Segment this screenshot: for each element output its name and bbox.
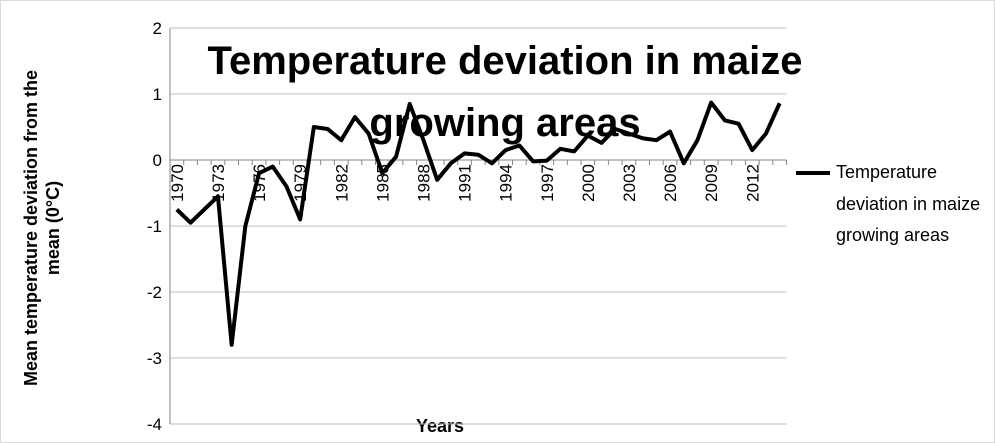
y-tick-label: -4	[147, 415, 162, 434]
x-tick-label: 1994	[497, 164, 516, 202]
y-tick-label: -2	[147, 283, 162, 302]
x-tick-label: 1982	[332, 164, 351, 202]
x-tick-label: 1970	[168, 164, 187, 202]
legend-label: Temperature deviation in maize growing a…	[836, 162, 981, 245]
x-tick-label: 2006	[661, 164, 680, 202]
x-tick-label: 2009	[702, 164, 721, 202]
chart-title: Temperature deviation in maize growing a…	[207, 39, 803, 145]
data-line	[175, 100, 782, 347]
y-tick-label: -1	[147, 217, 162, 236]
x-axis-label: Years	[416, 416, 464, 436]
x-tick-label: 1991	[456, 164, 475, 202]
x-tick-label: 2000	[579, 164, 598, 202]
y-tick-label: -3	[147, 349, 162, 368]
x-tick-label: 2003	[620, 164, 639, 202]
x-tick-label: 2012	[743, 164, 762, 202]
x-tick-label: 1997	[538, 164, 557, 202]
y-tick-label: 1	[153, 85, 162, 104]
x-tick-label: 1988	[414, 164, 433, 202]
y-tick-label: 2	[153, 19, 162, 38]
x-tick-label: 1985	[373, 164, 392, 202]
y-axis-label: Mean temperature deviation from the mean…	[21, 69, 63, 387]
x-tick-label: 1973	[209, 164, 228, 202]
y-tick-label: 0	[153, 151, 162, 170]
